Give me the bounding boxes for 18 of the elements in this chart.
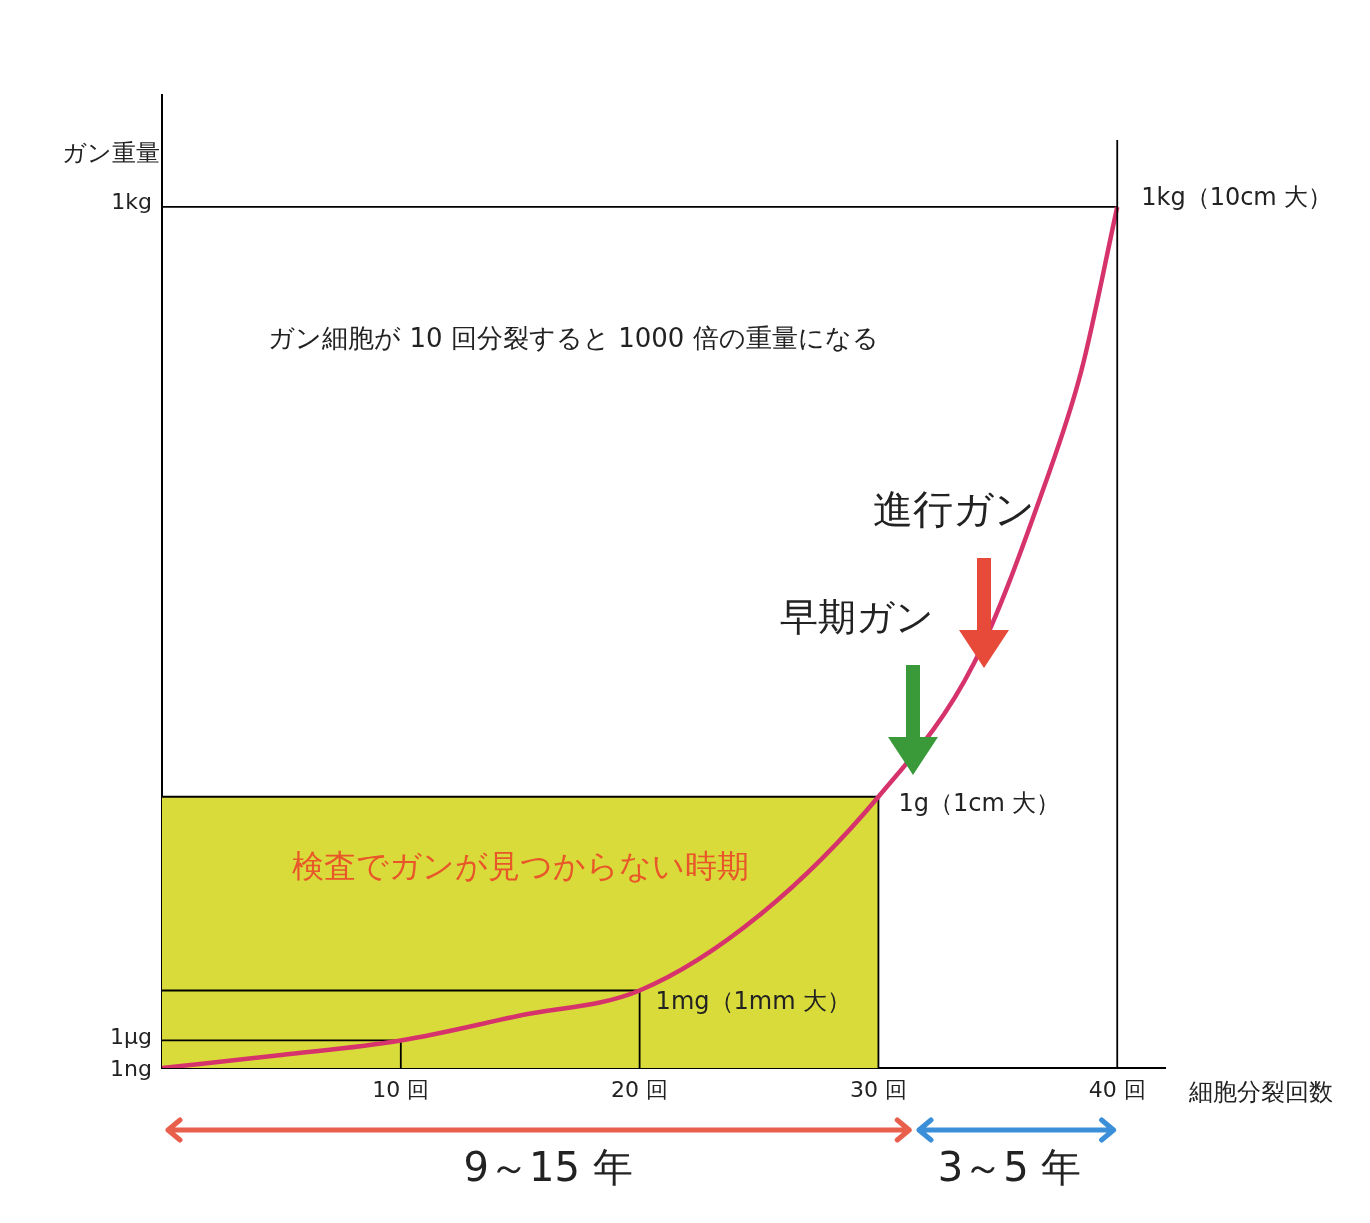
annotation: 検査でガンが見つからない時期: [292, 846, 750, 885]
x-tick-label: 10 回: [372, 1076, 430, 1102]
y-axis-title: ガン重量: [62, 139, 160, 168]
text: 9～15 年: [463, 1143, 633, 1190]
annotation: 1mg（1mm 大）: [655, 986, 852, 1015]
annotation: 進行ガン: [873, 485, 1036, 532]
x-tick-label: 20 回: [611, 1076, 669, 1102]
x-tick-label: 30 回: [849, 1076, 907, 1102]
annotation: 1kg（10cm 大）: [1141, 183, 1333, 212]
x-tick-label: 40 回: [1088, 1076, 1146, 1102]
annotation: 1ng: [110, 1055, 152, 1081]
x-axis-title: 細胞分裂回数: [1188, 1078, 1333, 1107]
annotation: 1kg: [111, 188, 152, 214]
text: 3～5 年: [937, 1143, 1082, 1190]
annotation: 1g（1cm 大）: [898, 789, 1061, 817]
annotation: ガン細胞が 10 回分裂すると 1000 倍の重量になる: [268, 322, 879, 353]
annotation: 1μg: [110, 1024, 152, 1050]
annotation: 早期ガン: [780, 595, 935, 640]
